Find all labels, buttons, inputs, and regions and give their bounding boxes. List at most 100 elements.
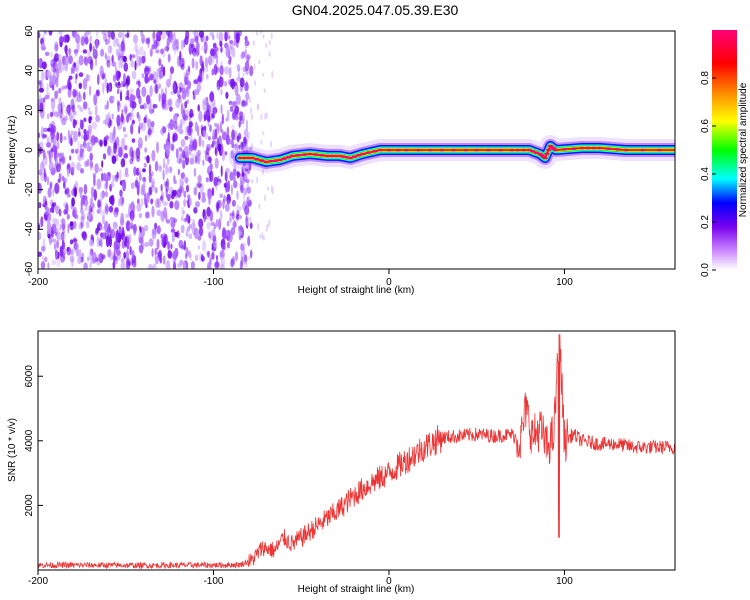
noise-speckle bbox=[268, 50, 271, 58]
noise-speckle bbox=[160, 233, 164, 239]
ridge-peak bbox=[591, 146, 597, 150]
noise-speckle bbox=[144, 199, 148, 205]
noise-speckle bbox=[217, 181, 221, 186]
noise-speckle bbox=[170, 228, 176, 234]
noise-speckle bbox=[104, 77, 108, 89]
noise-speckle bbox=[224, 151, 228, 156]
noise-speckle bbox=[124, 33, 127, 38]
noise-speckle bbox=[192, 31, 197, 36]
ridge-peak bbox=[313, 153, 319, 156]
ridge-peak bbox=[259, 159, 265, 162]
noise-speckle bbox=[61, 218, 66, 230]
noise-speckle bbox=[119, 91, 123, 102]
noise-speckle bbox=[46, 83, 49, 95]
noise-speckle bbox=[249, 65, 254, 77]
noise-speckle bbox=[101, 254, 106, 260]
noise-speckle bbox=[207, 261, 211, 269]
noise-speckle bbox=[68, 82, 72, 91]
noise-speckle bbox=[143, 116, 147, 124]
noise-speckle bbox=[71, 197, 75, 207]
noise-speckle bbox=[187, 225, 191, 232]
noise-speckle bbox=[154, 160, 159, 172]
noise-speckle bbox=[220, 165, 223, 178]
noise-speckle bbox=[92, 93, 98, 101]
noise-speckle bbox=[134, 43, 139, 53]
ridge-peak bbox=[289, 154, 295, 158]
noise-speckle bbox=[208, 196, 211, 205]
noise-speckle bbox=[180, 40, 184, 50]
noise-speckle bbox=[81, 134, 84, 140]
ridge-peak bbox=[249, 156, 255, 160]
ridge-peak bbox=[486, 148, 492, 152]
noise-speckle bbox=[228, 230, 233, 243]
noise-speckle bbox=[138, 245, 142, 253]
noise-speckle bbox=[230, 184, 233, 196]
noise-speckle bbox=[58, 53, 62, 60]
noise-speckle bbox=[104, 191, 108, 197]
noise-speckle bbox=[121, 226, 125, 238]
ridge-peak bbox=[237, 156, 243, 160]
noise-speckle bbox=[38, 58, 41, 68]
noise-speckle bbox=[204, 125, 207, 131]
ridge-peak bbox=[245, 156, 251, 160]
noise-speckle bbox=[81, 194, 87, 201]
noise-speckle bbox=[247, 195, 250, 203]
noise-speckle bbox=[117, 71, 121, 79]
noise-speckle bbox=[133, 150, 137, 160]
noise-speckle bbox=[42, 255, 45, 263]
x-tick-label: 100 bbox=[556, 277, 573, 288]
noise-speckle bbox=[248, 256, 251, 261]
noise-speckle bbox=[77, 94, 82, 103]
noise-speckle bbox=[125, 213, 130, 218]
spectrogram-x-ticks: -200 -100 0 100 bbox=[28, 269, 573, 288]
noise-speckle bbox=[240, 243, 245, 251]
noise-speckle bbox=[211, 242, 214, 250]
noise-speckle bbox=[249, 107, 252, 114]
noise-speckle bbox=[55, 77, 59, 88]
noise-speckle bbox=[119, 189, 123, 197]
noise-speckle bbox=[144, 67, 150, 72]
noise-speckle bbox=[229, 216, 232, 222]
noise-speckle bbox=[43, 168, 46, 178]
noise-speckle bbox=[244, 82, 249, 92]
noise-speckle bbox=[42, 134, 47, 139]
noise-speckle bbox=[48, 31, 53, 36]
noise-speckle bbox=[147, 38, 150, 48]
noise-speckle bbox=[253, 64, 256, 71]
noise-speckle bbox=[201, 192, 206, 198]
noise-speckle bbox=[95, 114, 100, 123]
noise-speckle bbox=[105, 135, 109, 141]
noise-speckle bbox=[271, 187, 274, 195]
noise-speckle bbox=[169, 216, 175, 222]
noise-speckle bbox=[54, 53, 60, 62]
ridge-peak bbox=[377, 148, 383, 152]
noise-speckle bbox=[55, 249, 58, 260]
noise-speckle bbox=[129, 53, 132, 62]
noise-speckle bbox=[58, 208, 62, 217]
noise-speckle bbox=[53, 111, 60, 117]
noise-speckle bbox=[124, 173, 129, 178]
noise-speckle bbox=[148, 172, 152, 184]
noise-speckle bbox=[192, 93, 196, 100]
noise-speckle bbox=[83, 133, 88, 142]
noise-speckle bbox=[218, 76, 224, 88]
noise-speckle bbox=[161, 93, 167, 105]
noise-speckle bbox=[79, 119, 82, 129]
noise-speckle bbox=[162, 255, 166, 265]
noise-speckle bbox=[96, 178, 102, 190]
noise-speckle bbox=[246, 54, 250, 63]
noise-speckle bbox=[56, 141, 60, 150]
noise-speckle bbox=[176, 55, 181, 67]
noise-speckle bbox=[213, 108, 216, 115]
noise-speckle bbox=[194, 155, 198, 164]
ridge-peak bbox=[530, 150, 536, 153]
noise-speckle bbox=[129, 110, 134, 121]
y-tick-label: 40 bbox=[24, 65, 35, 77]
noise-speckle bbox=[173, 114, 178, 123]
noise-speckle bbox=[216, 199, 222, 209]
y-tick-label: 20 bbox=[24, 104, 35, 116]
noise-speckle bbox=[212, 48, 217, 56]
noise-speckle bbox=[73, 130, 78, 143]
noise-speckle bbox=[50, 229, 55, 238]
noise-speckle bbox=[184, 101, 188, 109]
